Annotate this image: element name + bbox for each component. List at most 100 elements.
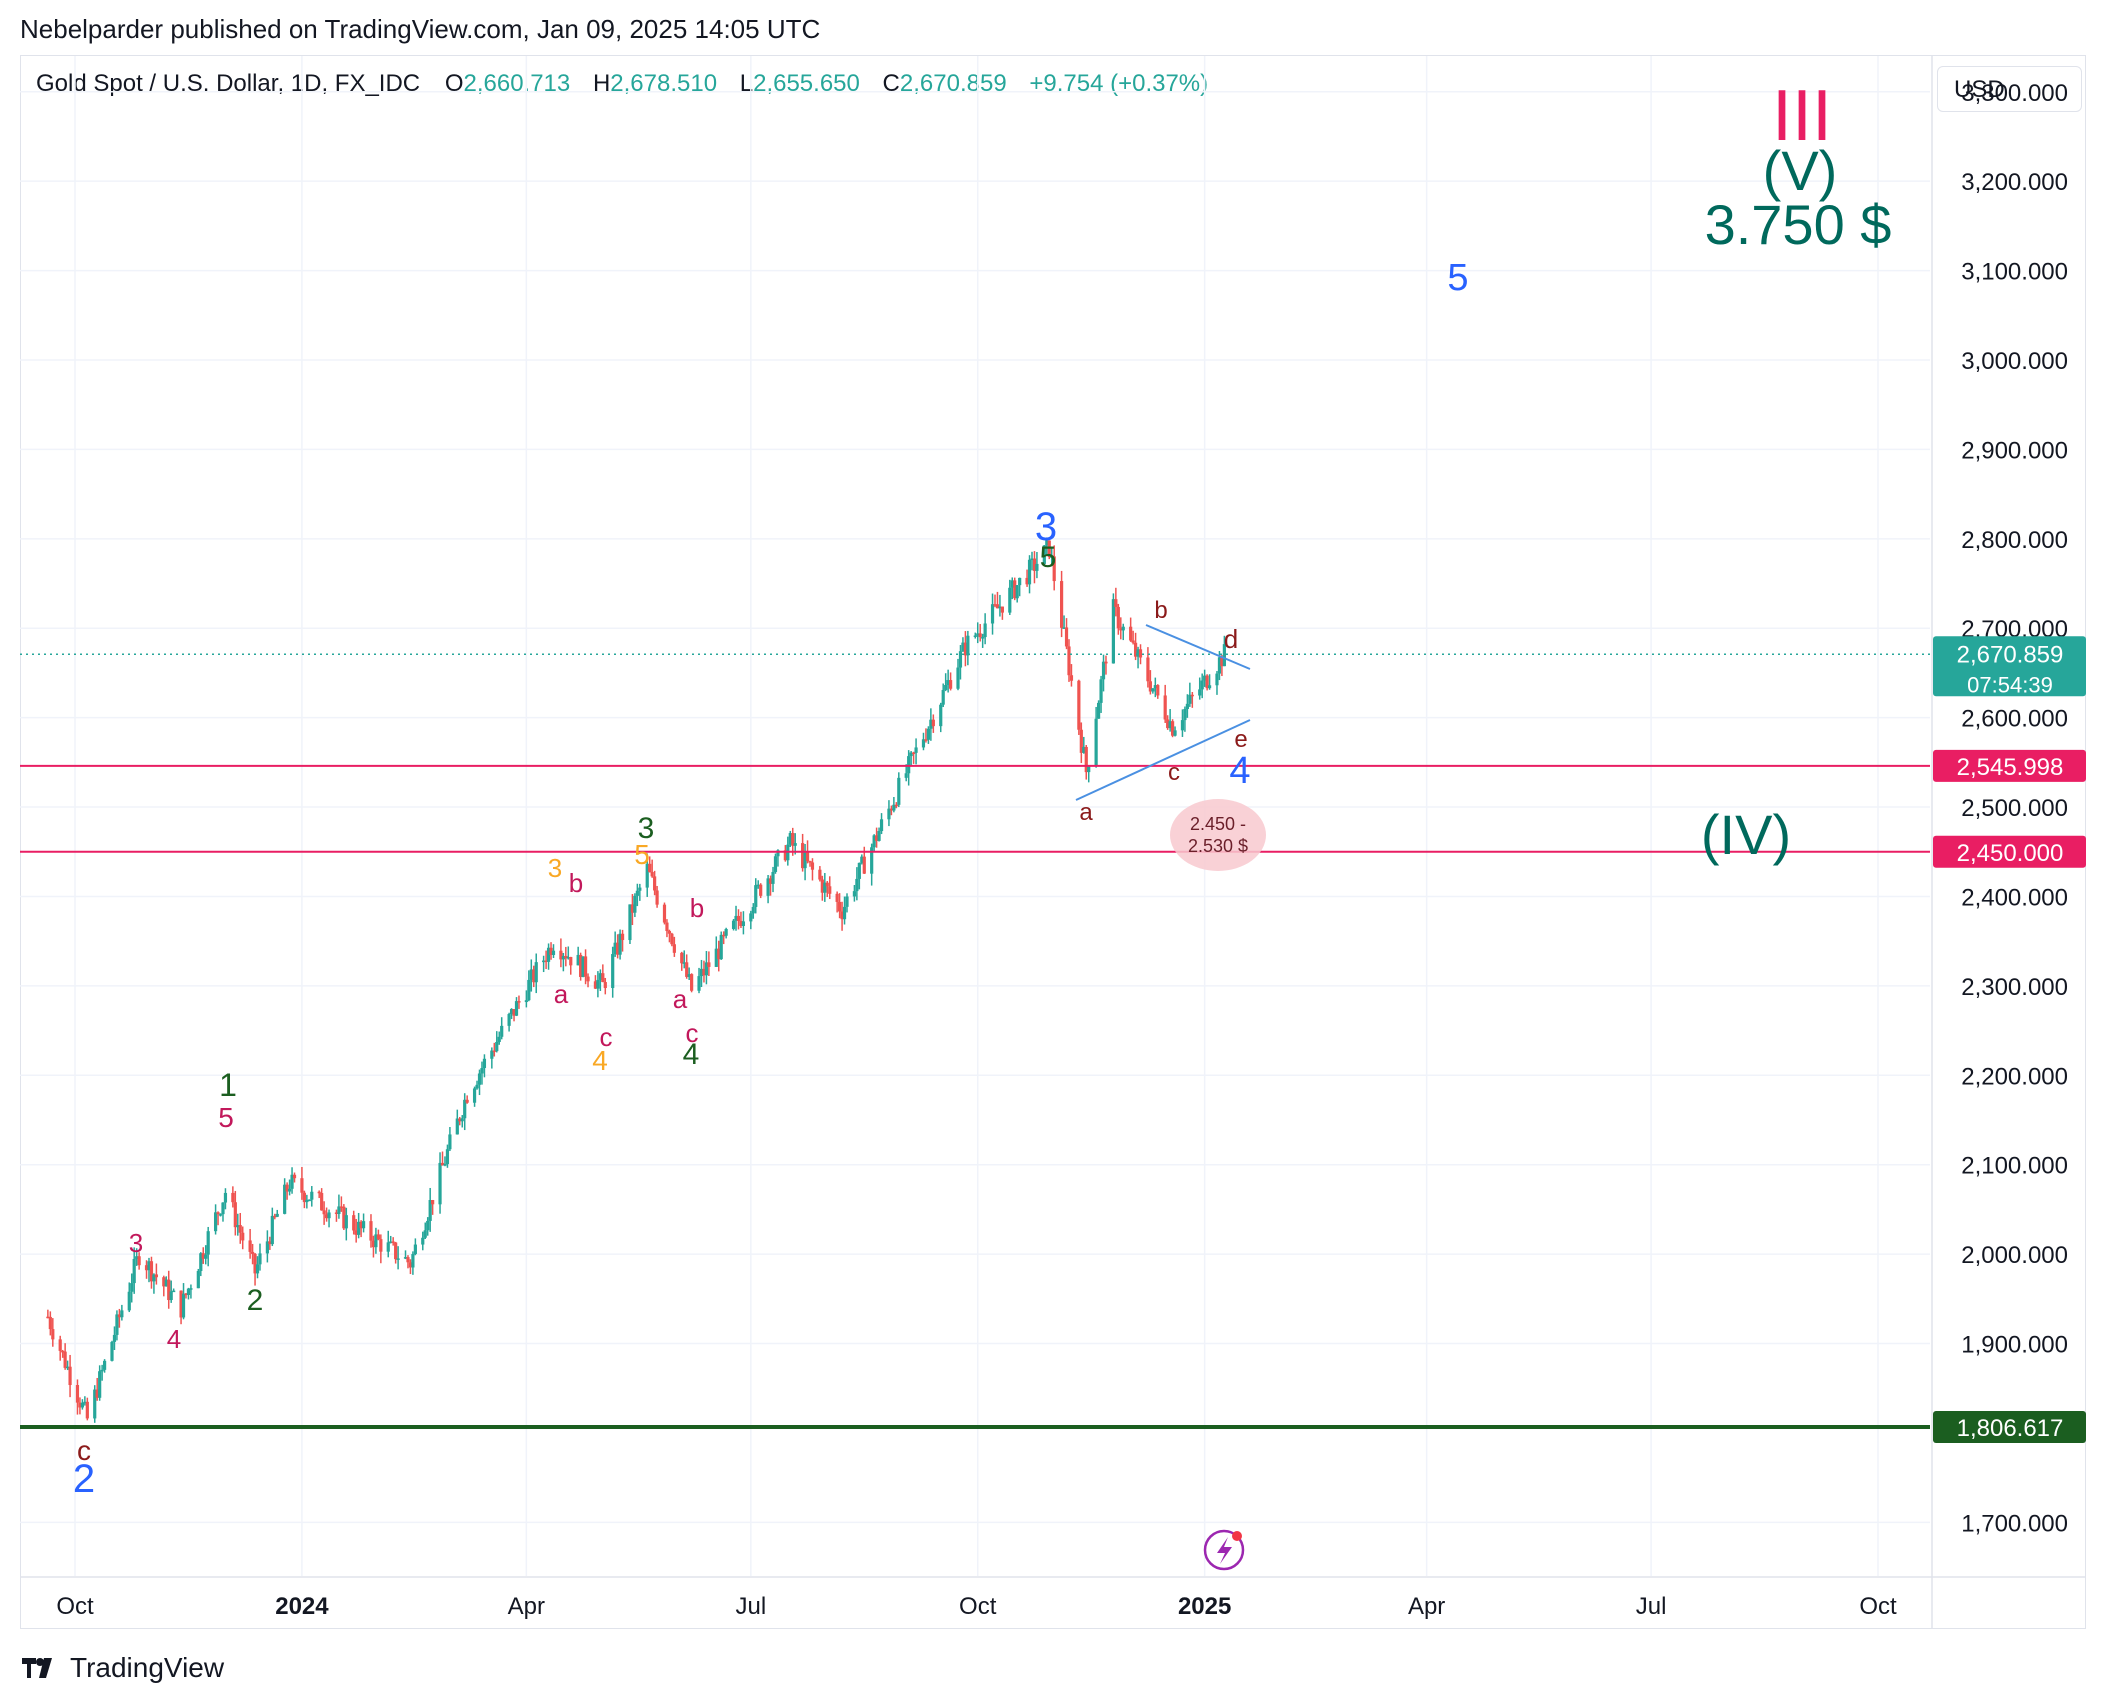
candle-body	[396, 1258, 400, 1260]
candle-body	[379, 1239, 383, 1252]
candle-body	[426, 1220, 430, 1231]
price-axis: 3,300.000 3,200.000 3,100.000 3,000.000 2,90…	[1933, 80, 2086, 1537]
candle-body	[818, 869, 822, 880]
candle-body	[561, 955, 565, 960]
candle-body	[680, 952, 684, 964]
candle-body	[132, 1258, 136, 1284]
candle-body	[448, 1134, 452, 1150]
candle-body	[670, 933, 674, 945]
candle-body	[645, 863, 649, 888]
candle-body	[408, 1262, 413, 1268]
candle-body	[714, 948, 718, 967]
events-lightning-icon[interactable]	[1203, 1529, 1245, 1571]
candle-body	[793, 843, 797, 846]
candle-body	[749, 913, 753, 922]
candle-body	[857, 862, 861, 879]
tradingview-brand[interactable]: TradingView	[20, 1652, 224, 1684]
candle-body	[199, 1253, 203, 1272]
price-tick-label: 2,500.000	[1961, 795, 2068, 822]
wave-label: 5	[218, 1102, 234, 1133]
candle-body	[544, 960, 548, 963]
candle-body	[1119, 628, 1123, 631]
candle-body	[514, 1001, 519, 1016]
candle-body	[344, 1215, 348, 1229]
candle-body	[983, 623, 987, 638]
wave-label: 4	[683, 1038, 700, 1071]
candle-body	[196, 1271, 200, 1289]
candle-body	[1198, 689, 1202, 696]
candle-body	[576, 954, 580, 966]
candle-body	[337, 1206, 341, 1214]
candle-body	[324, 1214, 329, 1219]
candle-body	[601, 973, 605, 983]
candle-body	[1101, 661, 1106, 680]
candle-body	[376, 1234, 380, 1240]
candle-body	[879, 819, 884, 832]
candle-body	[616, 942, 620, 955]
candle-body	[875, 835, 879, 841]
candle-body	[939, 704, 943, 727]
price-tick-label: 3,000.000	[1961, 348, 2068, 375]
candle-body	[739, 920, 743, 926]
candle-body	[842, 906, 847, 920]
candle-body	[1163, 695, 1167, 720]
lightning-bolt	[1217, 1537, 1232, 1564]
candle-body	[216, 1212, 220, 1215]
candle-body	[620, 933, 625, 941]
candle-body	[1032, 558, 1037, 571]
candle-body	[1116, 606, 1120, 629]
candle-body	[1153, 685, 1157, 689]
candle-body	[1010, 580, 1014, 588]
candle-body	[440, 1162, 445, 1166]
candle-body	[78, 1402, 82, 1408]
candle-body	[95, 1389, 99, 1398]
candle-body	[233, 1202, 237, 1228]
candle-body	[771, 871, 775, 884]
candle-body	[354, 1230, 358, 1235]
candle-body	[135, 1256, 139, 1259]
candle-body	[978, 633, 982, 638]
candle-body	[648, 863, 652, 873]
candle-body	[307, 1199, 311, 1202]
candle-body	[1008, 587, 1012, 613]
candle-body	[58, 1339, 62, 1351]
level-1-tag-bg	[1933, 749, 2086, 782]
candle-body	[956, 667, 960, 689]
candle-body	[1077, 680, 1081, 730]
candle-body	[115, 1314, 119, 1335]
candle-body	[860, 856, 864, 863]
candle-body	[734, 915, 738, 921]
candle-body	[551, 950, 556, 956]
candle-body	[431, 1200, 435, 1205]
candle-body	[810, 862, 815, 870]
wave-label: a	[554, 979, 569, 1009]
candle-body	[672, 944, 676, 953]
time-tick-label: Oct	[56, 1593, 94, 1620]
time-tick-label: Oct	[1859, 1593, 1897, 1620]
candle-body	[1079, 729, 1083, 753]
candle-body	[391, 1241, 395, 1243]
candle-body	[438, 1162, 442, 1205]
candle-body	[889, 808, 894, 811]
candle-body	[480, 1068, 484, 1074]
candle-body	[85, 1401, 89, 1419]
wave-label: 3	[548, 853, 562, 883]
candle-body	[102, 1360, 107, 1370]
time-tick-label: Apr	[1408, 1593, 1445, 1620]
candle-body	[546, 947, 551, 962]
candle-body	[1121, 626, 1125, 631]
candle-body	[532, 969, 536, 983]
candle-body	[1052, 556, 1056, 582]
candle-body	[527, 979, 531, 1001]
wave-label: b	[690, 893, 704, 923]
candle-body	[184, 1293, 188, 1296]
candle-body	[500, 1025, 504, 1037]
candle-body	[421, 1237, 425, 1245]
candle-body	[270, 1215, 274, 1245]
currency-button[interactable]: USD	[1937, 66, 2082, 112]
candle-body	[238, 1225, 242, 1233]
candle-body	[613, 942, 617, 955]
candle-body	[413, 1244, 417, 1255]
candle-body	[250, 1251, 255, 1254]
